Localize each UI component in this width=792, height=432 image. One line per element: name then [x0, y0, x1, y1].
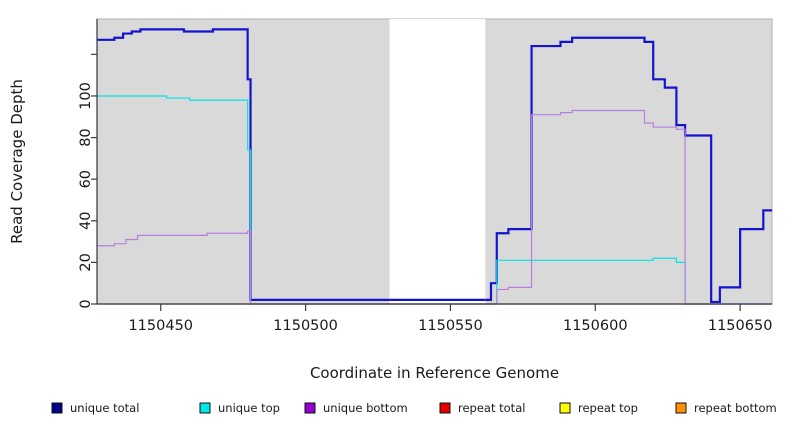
series-line-unique-bottom — [97, 109, 772, 305]
y-axis-title: Read Coverage Depth — [8, 79, 26, 244]
y-tick-label-100: 100 — [78, 82, 94, 110]
y-tick-label-40: 40 — [78, 212, 94, 230]
x-tick-label-1150450: 1150450 — [128, 318, 193, 334]
legend-label-repeat-bottom: repeat bottom — [694, 401, 777, 415]
legend-label-repeat-top: repeat top — [578, 401, 638, 415]
y-tick-label-0: 0 — [78, 299, 94, 308]
axes-group: 0 20 40 60 80 100 1150450 1150500 1150550 1150600… — [78, 19, 772, 334]
legend-label-unique-bottom: unique bottom — [323, 401, 408, 415]
legend-label-repeat-total: repeat total — [458, 401, 525, 415]
legend-swatch-repeat-bottom[interactable] — [675, 402, 687, 414]
legend-swatch-repeat-total[interactable] — [439, 402, 451, 414]
y-tick-label-60: 60 — [78, 170, 94, 188]
no-data-gap-mask — [389, 20, 486, 303]
legend-label-unique-total: unique total — [70, 401, 139, 415]
x-tick-label-1150550: 1150550 — [418, 318, 483, 334]
x-axis-title: Coordinate in Reference Genome — [310, 364, 559, 382]
y-tick-label-80: 80 — [78, 128, 94, 146]
x-tick-label-1150500: 1150500 — [273, 318, 338, 334]
series-line-unique-total — [97, 28, 772, 304]
x-tick-label-1150600: 1150600 — [563, 318, 628, 334]
legend-swatch-repeat-top[interactable] — [559, 402, 571, 414]
legend-swatch-unique-bottom[interactable] — [304, 402, 316, 414]
legend-label-unique-top: unique top — [218, 401, 280, 415]
y-tick-label-20: 20 — [78, 253, 94, 271]
x-tick-label-1150650: 1150650 — [708, 318, 773, 334]
legend: unique total unique top unique bottom repea… — [51, 401, 777, 415]
legend-swatch-unique-top[interactable] — [199, 402, 211, 414]
legend-swatch-unique-total[interactable] — [51, 402, 63, 414]
